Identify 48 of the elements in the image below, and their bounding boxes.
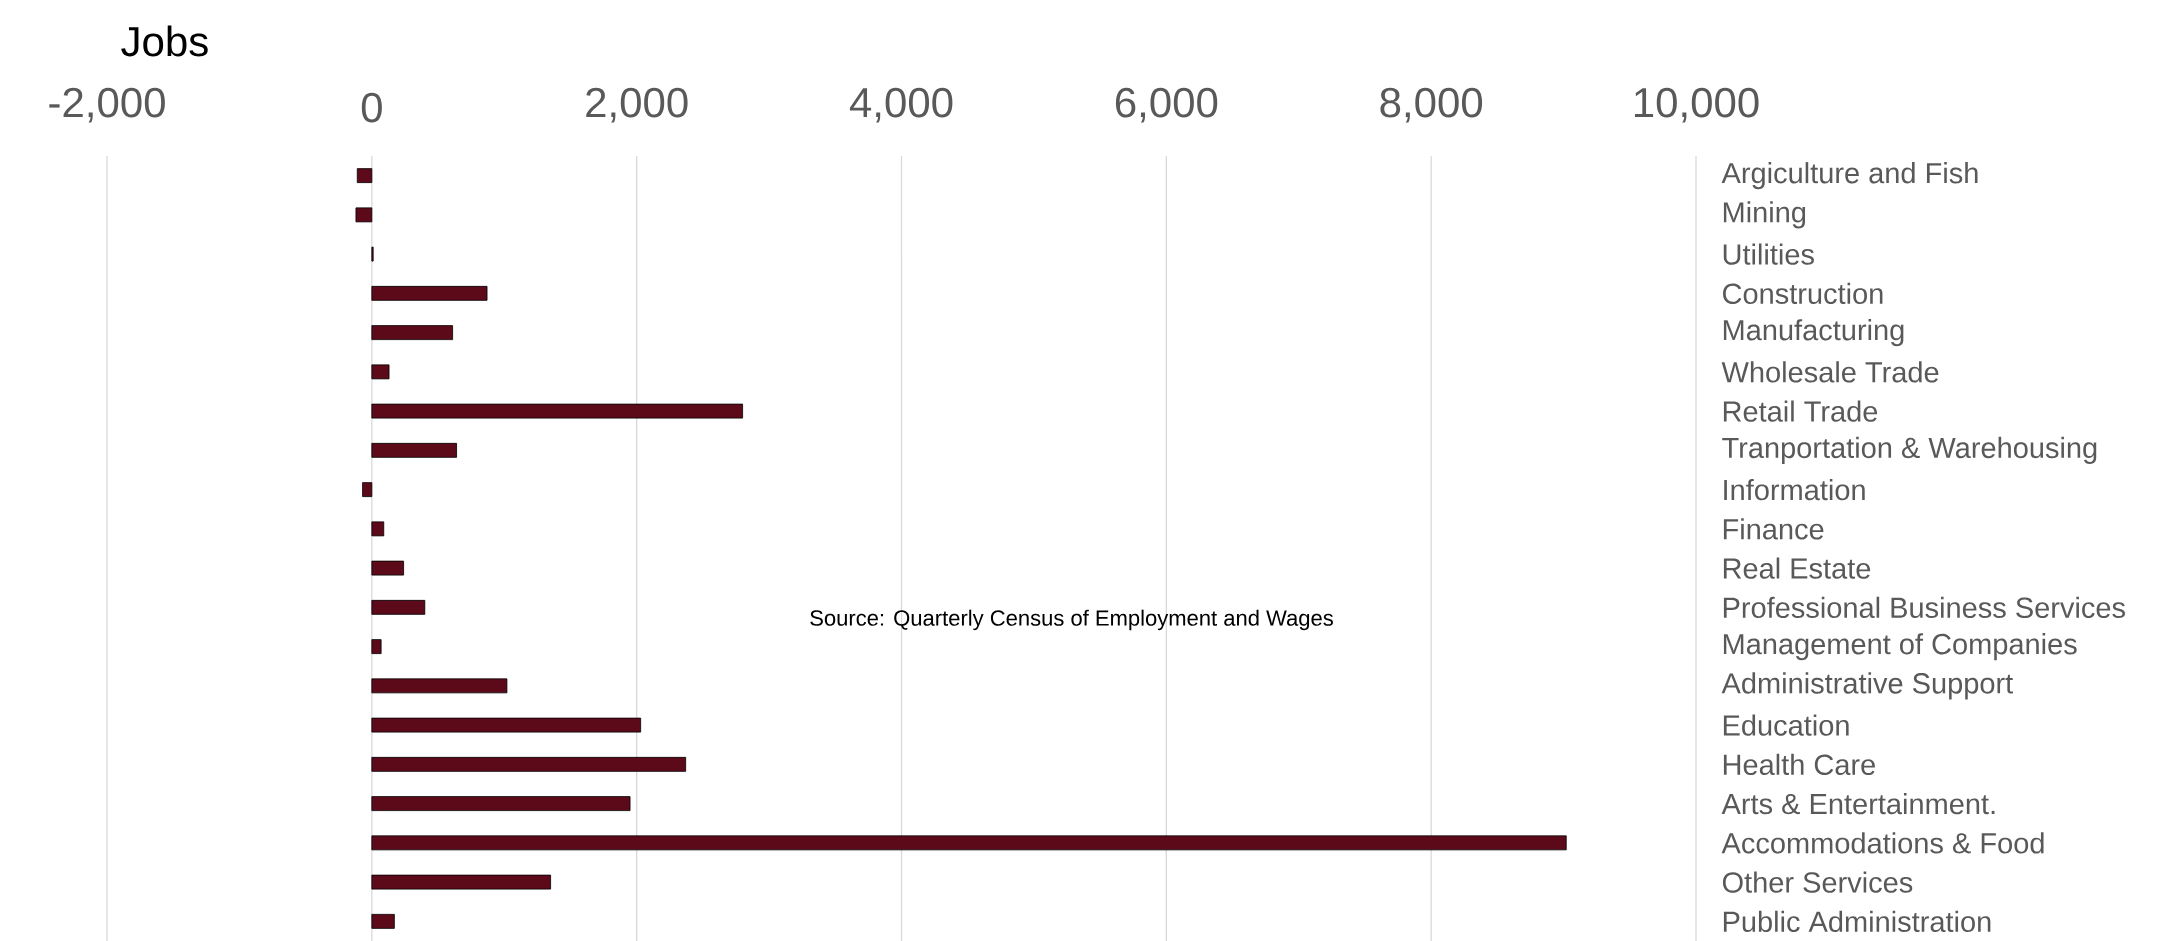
bar <box>371 835 1567 851</box>
bar <box>355 207 373 223</box>
y-tick-label: Education <box>1723 714 1849 736</box>
x-tick-label: 4,000 <box>849 87 953 123</box>
y-tick-label: Accommodations & Food <box>1721 832 2044 854</box>
bar <box>371 678 508 694</box>
y-tick-label: Arts & Entertainment. <box>1721 792 1995 815</box>
y-tick-label: Other Services <box>1722 871 1913 893</box>
y-tick-label: Health Care <box>1723 753 1875 776</box>
x-tick-label: 6,000 <box>1115 87 1218 123</box>
y-tick-label: Management of Companies <box>1723 633 2077 661</box>
bar <box>371 325 454 341</box>
bar <box>371 874 552 890</box>
annotation: Source: Quarterly Census of Employment and Wages <box>810 609 1333 631</box>
y-tick-label: Professional Business Services <box>1723 596 2125 619</box>
bar <box>371 442 457 458</box>
bar <box>371 756 687 772</box>
y-tick-label: Tranportation & Warehousing <box>1722 436 2097 464</box>
bar <box>371 796 631 812</box>
x-tick-label: 8,000 <box>1380 87 1483 123</box>
y-tick-label: Public Administration <box>1723 910 1991 933</box>
y-tick-label: Utilities <box>1723 243 1814 265</box>
y-tick-label: Administrative Support <box>1721 672 2013 700</box>
y-tick-label: Manufacturing <box>1723 319 1904 347</box>
y-tick-label: Argiculture and Fish <box>1721 162 1978 190</box>
bar <box>371 913 395 929</box>
bar <box>371 717 642 733</box>
y-tick-label: Real Estate <box>1723 557 1871 579</box>
bar <box>371 403 744 419</box>
bar <box>371 285 488 301</box>
bar <box>356 168 373 184</box>
bar <box>371 521 385 537</box>
bar <box>371 364 390 380</box>
y-tick-label: Finance <box>1723 518 1824 540</box>
bar <box>371 560 405 576</box>
bar <box>371 639 382 655</box>
x-tick-label: 0 <box>361 92 382 123</box>
y-tick-label: Mining <box>1723 201 1806 229</box>
x-axis-title: Jobs <box>121 25 208 57</box>
y-tick-label: Information <box>1724 478 1865 501</box>
y-tick-label: Wholesale Trade <box>1721 361 1939 383</box>
y-tick-label: Construction <box>1723 282 1883 305</box>
y-tick-label: Retail Trade <box>1723 400 1878 422</box>
x-tick-label: -2,000 <box>49 87 165 123</box>
bar <box>371 599 426 615</box>
x-tick-label: 2,000 <box>586 87 688 123</box>
bar <box>362 482 373 498</box>
x-tick-label: 10,000 <box>1634 87 1759 123</box>
